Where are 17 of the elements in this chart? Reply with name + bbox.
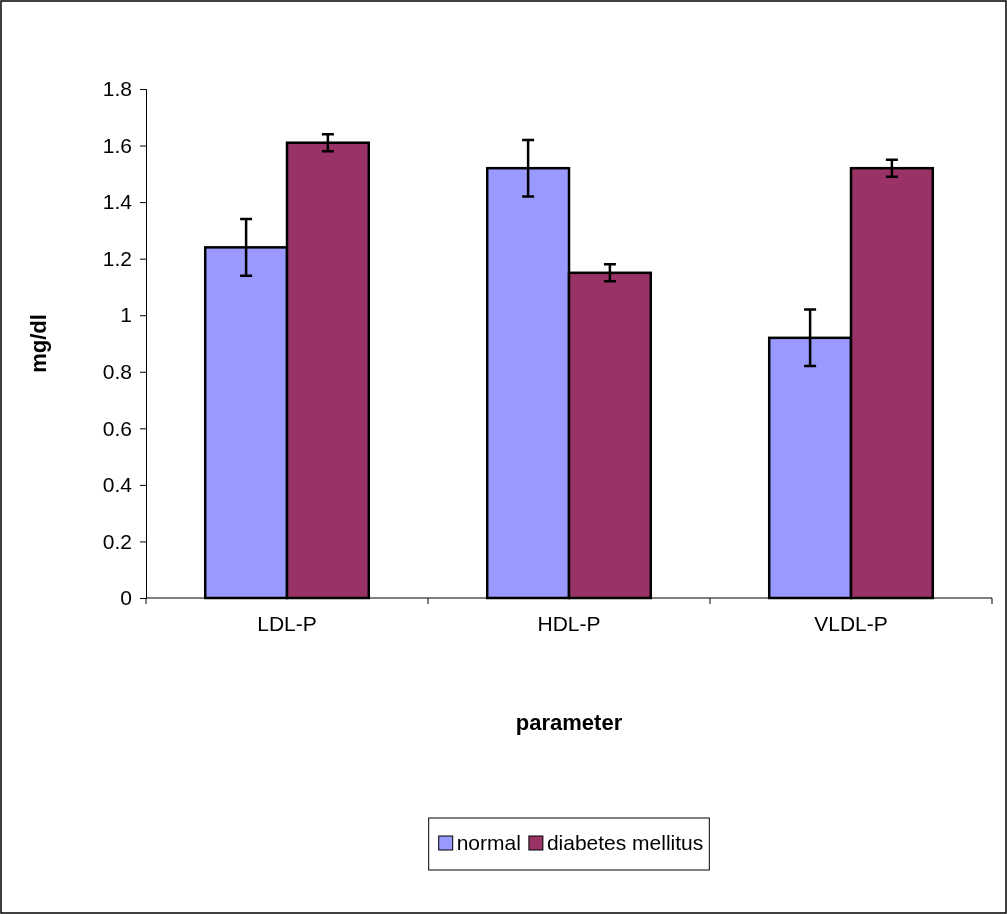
y-tick-label: 0.4 [102,473,133,497]
x-tick-label: VLDL-P [814,611,888,635]
x-tick-label: LDL-P [257,611,317,635]
y-tick-label: 0.8 [102,360,132,383]
y-tick-label: 0.6 [102,416,132,440]
y-tick-label: 1.8 [102,77,132,101]
legend-label: diabetes mellitus [546,831,704,854]
y-tick-label: 1 [120,303,132,327]
y-tick-label: 0.2 [102,529,132,553]
x-axis-title: parameter [515,710,623,735]
y-tick-label: 1.2 [102,246,132,270]
legend-label: normal [456,831,521,854]
y-tick-label: 1.6 [102,133,132,157]
y-tick-label: 1.4 [102,190,133,214]
y-axis-title: mg/dl [26,314,51,373]
y-tick-label: 0 [120,586,132,610]
x-tick-label: HDL-P [537,611,601,635]
